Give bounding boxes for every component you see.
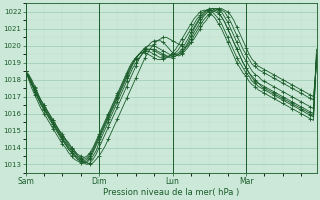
X-axis label: Pression niveau de la mer( hPa ): Pression niveau de la mer( hPa ) xyxy=(103,188,239,197)
